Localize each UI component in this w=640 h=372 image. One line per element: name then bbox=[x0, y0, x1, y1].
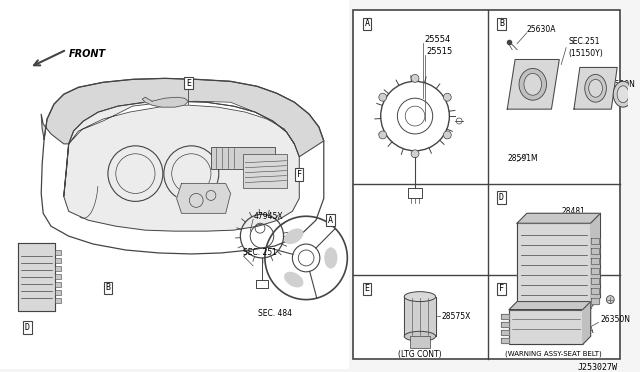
Circle shape bbox=[444, 131, 451, 139]
Circle shape bbox=[379, 93, 387, 101]
Bar bbox=[55, 258, 61, 263]
Polygon shape bbox=[509, 302, 591, 310]
Ellipse shape bbox=[524, 73, 541, 95]
Text: F: F bbox=[499, 284, 504, 293]
Polygon shape bbox=[509, 310, 583, 344]
Text: 28575X: 28575X bbox=[442, 312, 471, 321]
Polygon shape bbox=[142, 97, 188, 107]
Bar bbox=[55, 290, 61, 295]
Ellipse shape bbox=[519, 68, 547, 100]
Bar bbox=[55, 282, 61, 287]
Text: SEC. 251: SEC. 251 bbox=[243, 248, 277, 257]
Text: E: E bbox=[186, 79, 191, 88]
Text: 25554: 25554 bbox=[425, 35, 451, 44]
Text: 47945X: 47945X bbox=[253, 212, 283, 221]
Circle shape bbox=[379, 131, 387, 139]
Circle shape bbox=[411, 74, 419, 82]
Polygon shape bbox=[591, 288, 598, 294]
Polygon shape bbox=[591, 278, 598, 284]
Polygon shape bbox=[41, 78, 324, 196]
Polygon shape bbox=[591, 298, 598, 304]
Polygon shape bbox=[501, 323, 509, 327]
Text: 26350N: 26350N bbox=[600, 315, 630, 324]
Text: E: E bbox=[364, 284, 369, 293]
Bar bbox=[55, 266, 61, 271]
Polygon shape bbox=[501, 338, 509, 343]
Text: (LTG CONT): (LTG CONT) bbox=[398, 350, 442, 359]
Polygon shape bbox=[591, 238, 598, 244]
Ellipse shape bbox=[585, 74, 606, 102]
Polygon shape bbox=[591, 248, 598, 254]
Polygon shape bbox=[517, 213, 600, 223]
Text: 28590N: 28590N bbox=[605, 80, 636, 89]
Bar bbox=[353, 10, 620, 359]
Text: 25630A: 25630A bbox=[527, 25, 556, 34]
Text: 28481: 28481 bbox=[561, 207, 585, 216]
Polygon shape bbox=[0, 0, 348, 369]
Ellipse shape bbox=[613, 81, 633, 107]
Polygon shape bbox=[68, 101, 294, 144]
Text: 25096A: 25096A bbox=[564, 326, 594, 335]
Text: (15150Y): (15150Y) bbox=[568, 49, 603, 58]
Text: 28591M: 28591M bbox=[508, 154, 538, 163]
Ellipse shape bbox=[589, 79, 602, 97]
Polygon shape bbox=[574, 67, 617, 109]
Circle shape bbox=[606, 296, 614, 304]
Ellipse shape bbox=[325, 248, 337, 268]
Circle shape bbox=[411, 150, 419, 158]
Bar bbox=[410, 336, 429, 348]
Ellipse shape bbox=[285, 229, 303, 243]
Polygon shape bbox=[591, 258, 598, 264]
Text: B: B bbox=[106, 283, 111, 292]
Text: D: D bbox=[499, 193, 504, 202]
Text: SEC. 484: SEC. 484 bbox=[258, 309, 292, 318]
Polygon shape bbox=[41, 78, 324, 254]
Text: B: B bbox=[499, 19, 504, 28]
Polygon shape bbox=[583, 302, 591, 344]
Text: A: A bbox=[328, 216, 333, 225]
Polygon shape bbox=[508, 60, 559, 109]
Ellipse shape bbox=[617, 86, 629, 103]
Polygon shape bbox=[501, 330, 509, 335]
Text: FRONT: FRONT bbox=[68, 49, 106, 58]
Bar bbox=[55, 274, 61, 279]
Bar bbox=[55, 298, 61, 302]
Polygon shape bbox=[517, 223, 591, 308]
Polygon shape bbox=[591, 268, 598, 274]
Polygon shape bbox=[501, 314, 509, 320]
Text: SEC.251: SEC.251 bbox=[568, 37, 600, 46]
Text: 25515: 25515 bbox=[427, 47, 453, 56]
Polygon shape bbox=[591, 213, 600, 308]
Polygon shape bbox=[18, 243, 55, 311]
Bar bbox=[55, 250, 61, 255]
Polygon shape bbox=[64, 101, 300, 231]
Bar bbox=[211, 147, 275, 169]
Text: F: F bbox=[297, 170, 301, 179]
Bar bbox=[243, 154, 287, 189]
Polygon shape bbox=[177, 183, 230, 213]
Text: (WARNING ASSY-SEAT BELT): (WARNING ASSY-SEAT BELT) bbox=[505, 351, 602, 357]
Polygon shape bbox=[404, 296, 436, 336]
Text: D: D bbox=[25, 323, 30, 332]
Text: A: A bbox=[364, 19, 369, 28]
Polygon shape bbox=[353, 10, 620, 359]
Ellipse shape bbox=[404, 331, 436, 341]
Circle shape bbox=[444, 93, 451, 101]
Text: J253027W: J253027W bbox=[577, 363, 617, 372]
Ellipse shape bbox=[404, 292, 436, 302]
Ellipse shape bbox=[285, 272, 303, 287]
